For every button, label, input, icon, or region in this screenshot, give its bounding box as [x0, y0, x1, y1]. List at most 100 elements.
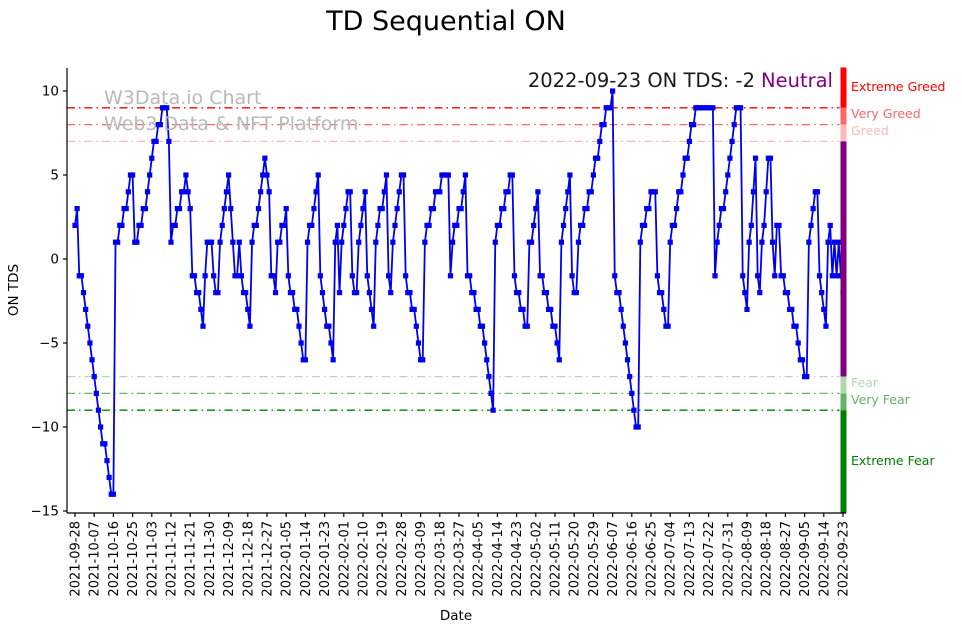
data-point-marker — [89, 357, 95, 363]
data-point-marker — [326, 323, 332, 329]
data-point-marker — [198, 306, 204, 312]
data-point-marker — [804, 374, 810, 380]
tds-line-series — [74, 90, 844, 496]
x-tick-label: 2022-02-19 — [376, 521, 391, 597]
data-point-marker — [149, 155, 155, 161]
data-point-marker — [686, 138, 692, 144]
data-point-marker — [115, 239, 121, 245]
data-point-marker — [467, 273, 473, 279]
data-point-marker — [420, 357, 426, 363]
data-point-marker — [816, 273, 823, 279]
zone-bar-segment-6 — [840, 410, 847, 513]
data-point-marker — [91, 374, 97, 380]
data-point-marker — [575, 239, 582, 245]
data-point-marker — [95, 407, 102, 413]
data-point-marker — [106, 474, 112, 480]
data-point-marker — [710, 105, 716, 111]
data-point-marker — [403, 273, 409, 279]
data-point-marker — [277, 239, 283, 245]
data-point-marker — [445, 172, 451, 178]
data-point-marker — [415, 340, 422, 346]
x-tick-label: 2021-12-09 — [222, 521, 237, 597]
data-point-marker — [358, 222, 364, 228]
data-point-marker — [524, 323, 530, 329]
data-point-marker — [343, 206, 349, 212]
data-point-marker — [375, 222, 381, 228]
data-point-marker — [558, 239, 564, 245]
data-point-marker — [528, 239, 535, 245]
sentiment-annotation: Neutral — [761, 69, 833, 92]
y-tick-label: 0 — [50, 252, 59, 268]
x-tick-label: 2022-02-01 — [337, 521, 352, 597]
data-point-marker — [569, 273, 575, 279]
x-tick-label: 2022-09-05 — [798, 521, 813, 597]
data-point-marker — [354, 290, 360, 296]
data-point-marker — [543, 290, 550, 296]
zone-bar-segment-4 — [840, 376, 847, 394]
data-point-marker — [665, 323, 671, 329]
data-point-marker — [330, 357, 336, 363]
data-point-marker — [243, 290, 249, 296]
data-point-marker — [631, 407, 637, 413]
x-tick-label: 2022-01-14 — [299, 521, 314, 597]
data-point-marker — [725, 172, 731, 178]
x-tick-label: 2022-07-31 — [721, 521, 736, 597]
data-point-marker — [313, 189, 319, 195]
data-point-marker — [627, 374, 633, 380]
data-point-marker — [490, 407, 496, 413]
x-tick-label: 2022-02-10 — [356, 521, 371, 597]
data-point-marker — [454, 222, 460, 228]
y-tick-label: −15 — [31, 504, 60, 520]
data-point-marker — [356, 239, 362, 245]
data-point-marker — [806, 239, 812, 245]
x-tick-label: 2022-09-23 — [836, 521, 851, 597]
data-point-marker — [93, 390, 99, 396]
data-point-marker — [814, 189, 820, 195]
x-tick-label: 2022-06-07 — [606, 521, 621, 597]
zone-bar-segment-2 — [840, 124, 847, 142]
data-point-marker — [629, 390, 635, 396]
data-point-marker — [671, 222, 678, 228]
data-point-marker — [821, 306, 827, 312]
data-point-marker — [742, 290, 748, 296]
data-point-marker — [565, 189, 571, 195]
data-point-marker — [247, 323, 253, 329]
data-point-marker — [249, 239, 255, 245]
data-point-marker — [520, 306, 526, 312]
data-point-marker — [731, 122, 737, 128]
x-tick-label: 2022-05-29 — [587, 521, 602, 597]
data-point-marker — [595, 155, 601, 161]
data-point-marker — [827, 222, 833, 228]
data-point-marker — [253, 222, 259, 228]
data-point-marker — [590, 172, 596, 178]
data-point-marker — [142, 206, 148, 212]
x-tick-label: 2021-11-30 — [203, 521, 218, 597]
x-tick-label: 2021-11-21 — [184, 521, 199, 597]
data-point-marker — [829, 273, 835, 279]
data-point-marker — [531, 222, 537, 228]
watermark-line2: Web3 Data & NFT Platform — [104, 113, 359, 135]
data-point-marker — [752, 155, 759, 161]
data-point-marker — [552, 323, 558, 329]
zone-label-very-greed: Very Greed — [851, 106, 921, 121]
x-tick-label: 2022-09-14 — [817, 521, 832, 597]
zone-label-very-fear: Very Fear — [851, 392, 910, 407]
zone-label-fear: Fear — [851, 375, 878, 390]
data-point-marker — [674, 206, 680, 212]
data-point-marker — [272, 290, 279, 296]
data-point-marker — [390, 239, 396, 245]
data-point-marker — [400, 172, 407, 178]
data-point-marker — [509, 172, 515, 178]
data-point-marker — [505, 189, 511, 195]
data-point-marker — [635, 424, 641, 430]
data-point-marker — [294, 306, 300, 312]
data-point-marker — [601, 122, 607, 128]
data-point-marker — [200, 323, 206, 329]
data-point-marker — [72, 222, 78, 228]
data-point-marker — [486, 374, 492, 380]
x-tick-label: 2022-03-18 — [433, 521, 448, 597]
data-point-marker — [164, 105, 170, 111]
data-point-marker — [191, 273, 198, 279]
data-point-marker — [172, 222, 178, 228]
x-tick-label: 2021-11-12 — [164, 521, 179, 597]
